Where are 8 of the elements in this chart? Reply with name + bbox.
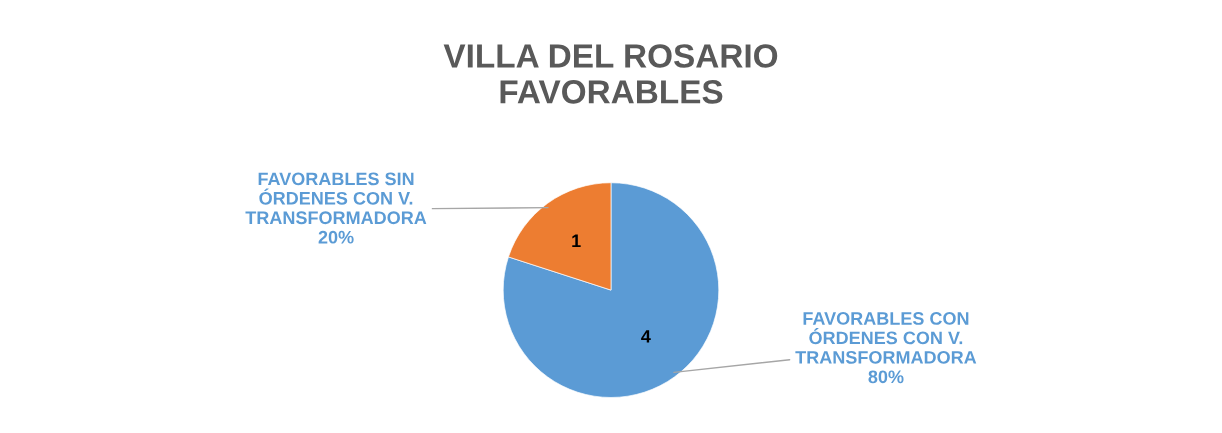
chart-title: VILLA DEL ROSARIO FAVORABLES (443, 44, 778, 104)
slice-label: FAVORABLES SIN ÓRDENES CON V. TRANSFORMADORA (245, 172, 427, 225)
slice-label: FAVORABLES CON ÓRDENES CON V. TRANSFORMADORA (795, 312, 977, 364)
pie-slice (502, 182, 720, 398)
text: 80% (868, 370, 904, 384)
text: 20% (318, 230, 354, 244)
data-label: 1 (572, 234, 581, 247)
data-label: 4 (641, 330, 651, 343)
